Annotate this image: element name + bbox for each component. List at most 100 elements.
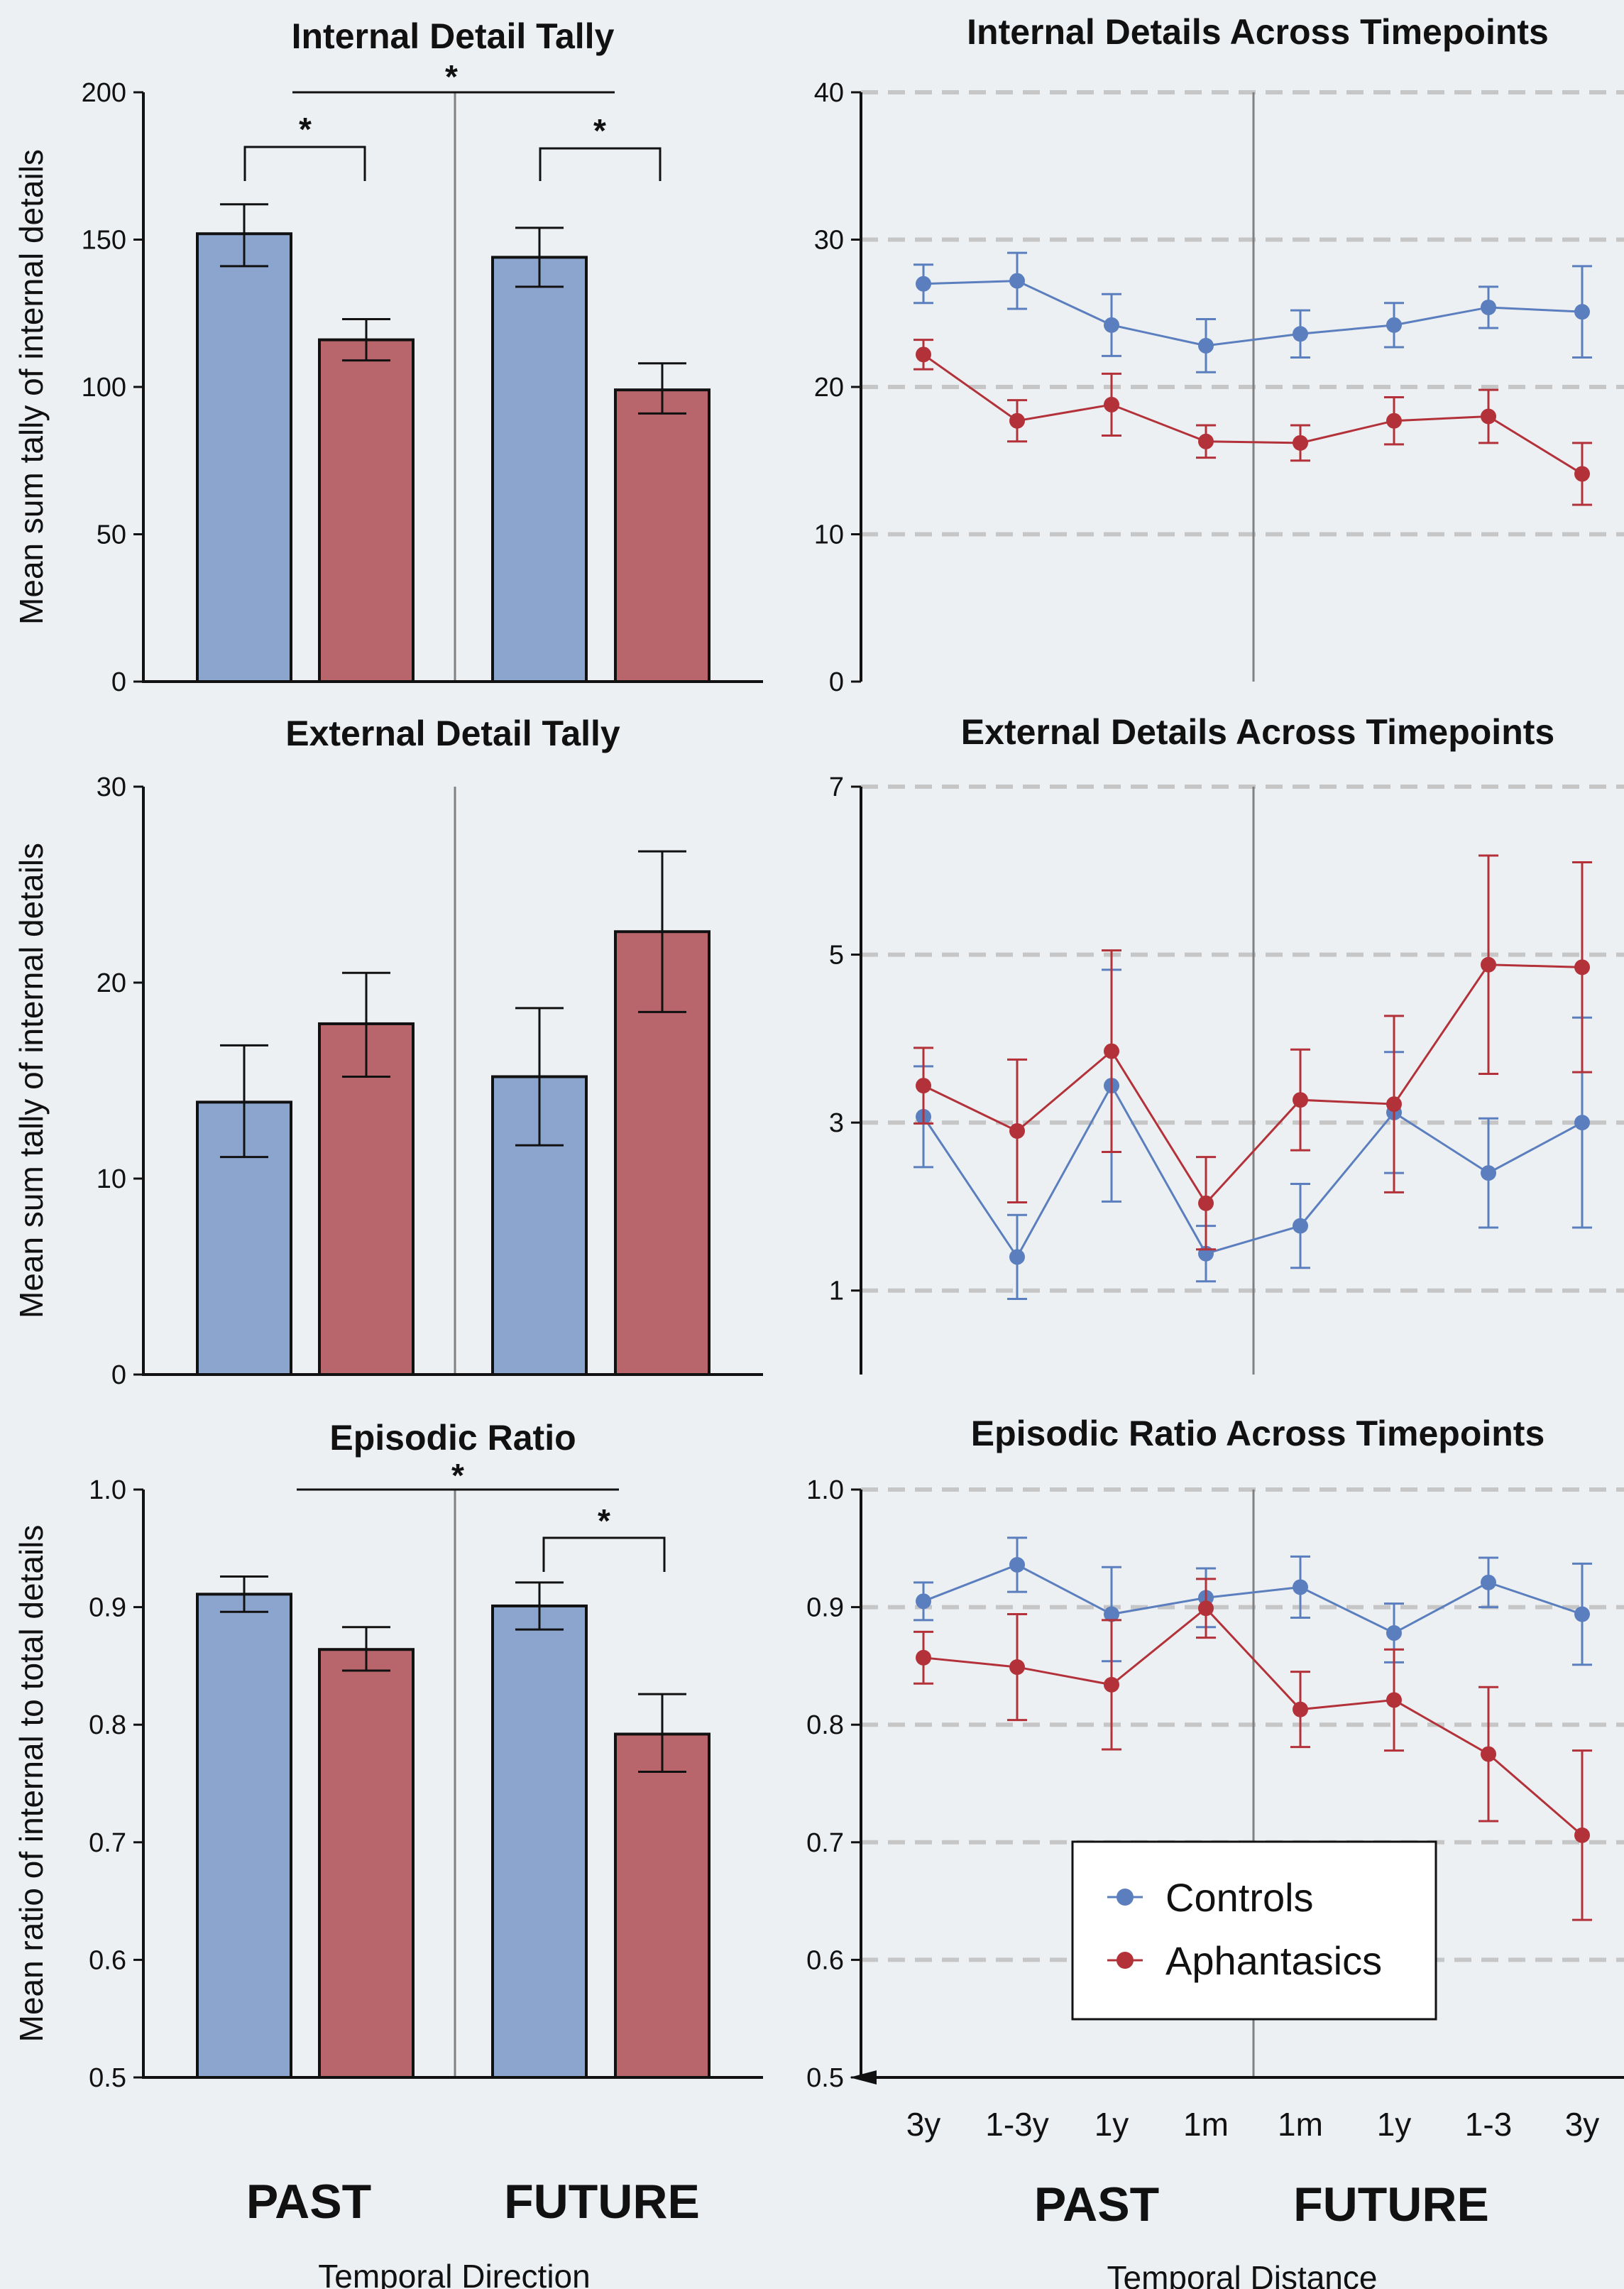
bar [196,232,292,683]
x-tick-label: 3y [906,2106,941,2143]
legend-controls-label: Controls [1165,1875,1314,1920]
bar [196,1593,292,2080]
series-line [923,354,1583,475]
y-tick-label: 1.0 [806,1475,844,1505]
data-point [1574,1827,1590,1843]
chart-title: Internal Details Across Timepoints [967,12,1549,52]
data-point [1574,466,1590,482]
y-axis-label: Mean sum tally of internal details [13,149,50,625]
chart-title: External Details Across Timepoints [961,712,1554,752]
bar [614,388,710,684]
data-point [1104,1043,1119,1059]
data-point [1386,413,1402,429]
significance-marker: * [445,58,458,95]
y-tick-label: 0.5 [806,2063,844,2093]
data-point [916,1649,931,1666]
data-point [1104,317,1119,333]
bar [491,256,588,683]
y-tick-label: 30 [97,772,126,802]
x-tick-label: 1m [1278,2106,1323,2143]
x-tick-label: 1-3 [1465,2106,1512,2143]
bar [318,1022,415,1376]
significance-marker: * [299,111,312,148]
data-point [1104,1606,1119,1622]
chart-internal-details-across-timepoints: Internal Details Across Timepoints 0 10 20 3… [814,12,1624,697]
y-tick-label: 0.7 [89,1828,126,1858]
y-tick-label: 0.9 [806,1593,844,1623]
y-tick-label: 200 [82,78,126,108]
data-point [916,1078,931,1094]
data-point [916,275,931,292]
data-point [1386,317,1402,333]
data-point [1481,1574,1496,1590]
significance-marker: * [598,1502,610,1539]
data-point [1009,273,1025,289]
y-tick-label: 100 [82,373,126,403]
series-line [923,1607,1583,1836]
y-tick-label: 30 [814,226,844,256]
y-tick-label: 20 [814,373,844,403]
chart-title: External Detail Tally [285,714,620,753]
series-controls [914,251,1592,373]
y-tick-label: 20 [97,968,126,998]
x-tick-label: 3y [1565,2106,1600,2143]
data-point [1198,1600,1214,1617]
y-tick-label: 0.5 [89,2063,126,2093]
bar [318,1648,415,2080]
y-tick-label: 7 [829,772,844,802]
left-x-axis-label: Temporal Direction [318,2258,590,2289]
data-point [1481,299,1496,315]
y-tick-label: 10 [814,520,844,550]
chart-episodic-ratio-across-timepoints: Episodic Ratio Across Timepoints 0.5 0.6 0.… [806,1414,1624,2143]
chart-external-details-across-timepoints: External Details Across Timepoints 1 3 5 7 [829,712,1624,1375]
data-point [1104,396,1119,413]
y-tick-label: 0 [829,667,844,697]
y-tick-label: 3 [829,1108,844,1138]
right-x-axis-label: Temporal Distance [1107,2259,1378,2289]
y-tick-label: 5 [829,941,844,971]
chart-title: Internal Detail Tally [292,16,615,56]
legend-controls-marker [1116,1889,1134,1906]
legend-aphantasics-marker [1116,1952,1134,1969]
data-point [1198,1195,1214,1211]
y-tick-label: 40 [814,78,844,108]
x-axis-arrow [850,2070,877,2085]
data-point [1293,1218,1308,1234]
chart-episodic-ratio: Episodic Ratio Mean ratio of internal to … [13,1418,763,2093]
x-tick-label: 1y [1377,2106,1412,2143]
data-point [1009,1659,1025,1676]
data-point [1293,435,1308,451]
legend: Controls Aphantasics [1071,1840,1437,2021]
y-tick-label: 0.8 [89,1710,126,1740]
significance-marker: * [451,1457,464,1494]
series-aphantasics [914,339,1592,506]
bar [614,1732,710,2079]
chart-title: Episodic Ratio [329,1418,576,1458]
data-point [1104,1676,1119,1693]
series-aphantasics [914,854,1592,1251]
y-tick-label: 50 [97,520,126,550]
series-line [923,280,1583,347]
y-tick-label: 0.9 [89,1593,126,1623]
y-tick-label: 0.7 [806,1828,844,1858]
series-line [923,1563,1583,1634]
x-tick-label: 1m [1183,2106,1229,2143]
data-point [1574,1606,1590,1622]
left-past-label: PAST [246,2175,371,2229]
chart-internal-detail-tally: Internal Detail Tally Mean sum tally of i… [13,16,763,697]
y-tick-label: 10 [97,1164,126,1194]
data-point [1386,1692,1402,1708]
data-point [1009,413,1025,429]
data-point [916,346,931,363]
x-tick-label: 1y [1094,2106,1129,2143]
bar [318,338,415,683]
series-line [922,1083,1583,1260]
y-axis-label: Mean sum tally of internal details [13,843,50,1318]
y-tick-label: 0.8 [806,1710,844,1740]
significance-marker: * [593,112,606,149]
figure-footer: PAST FUTURE Temporal Direction PAST FUTU… [246,2175,1489,2289]
data-point [1574,304,1590,320]
y-tick-label: 0 [111,667,126,697]
y-tick-label: 0.6 [89,1945,126,1975]
